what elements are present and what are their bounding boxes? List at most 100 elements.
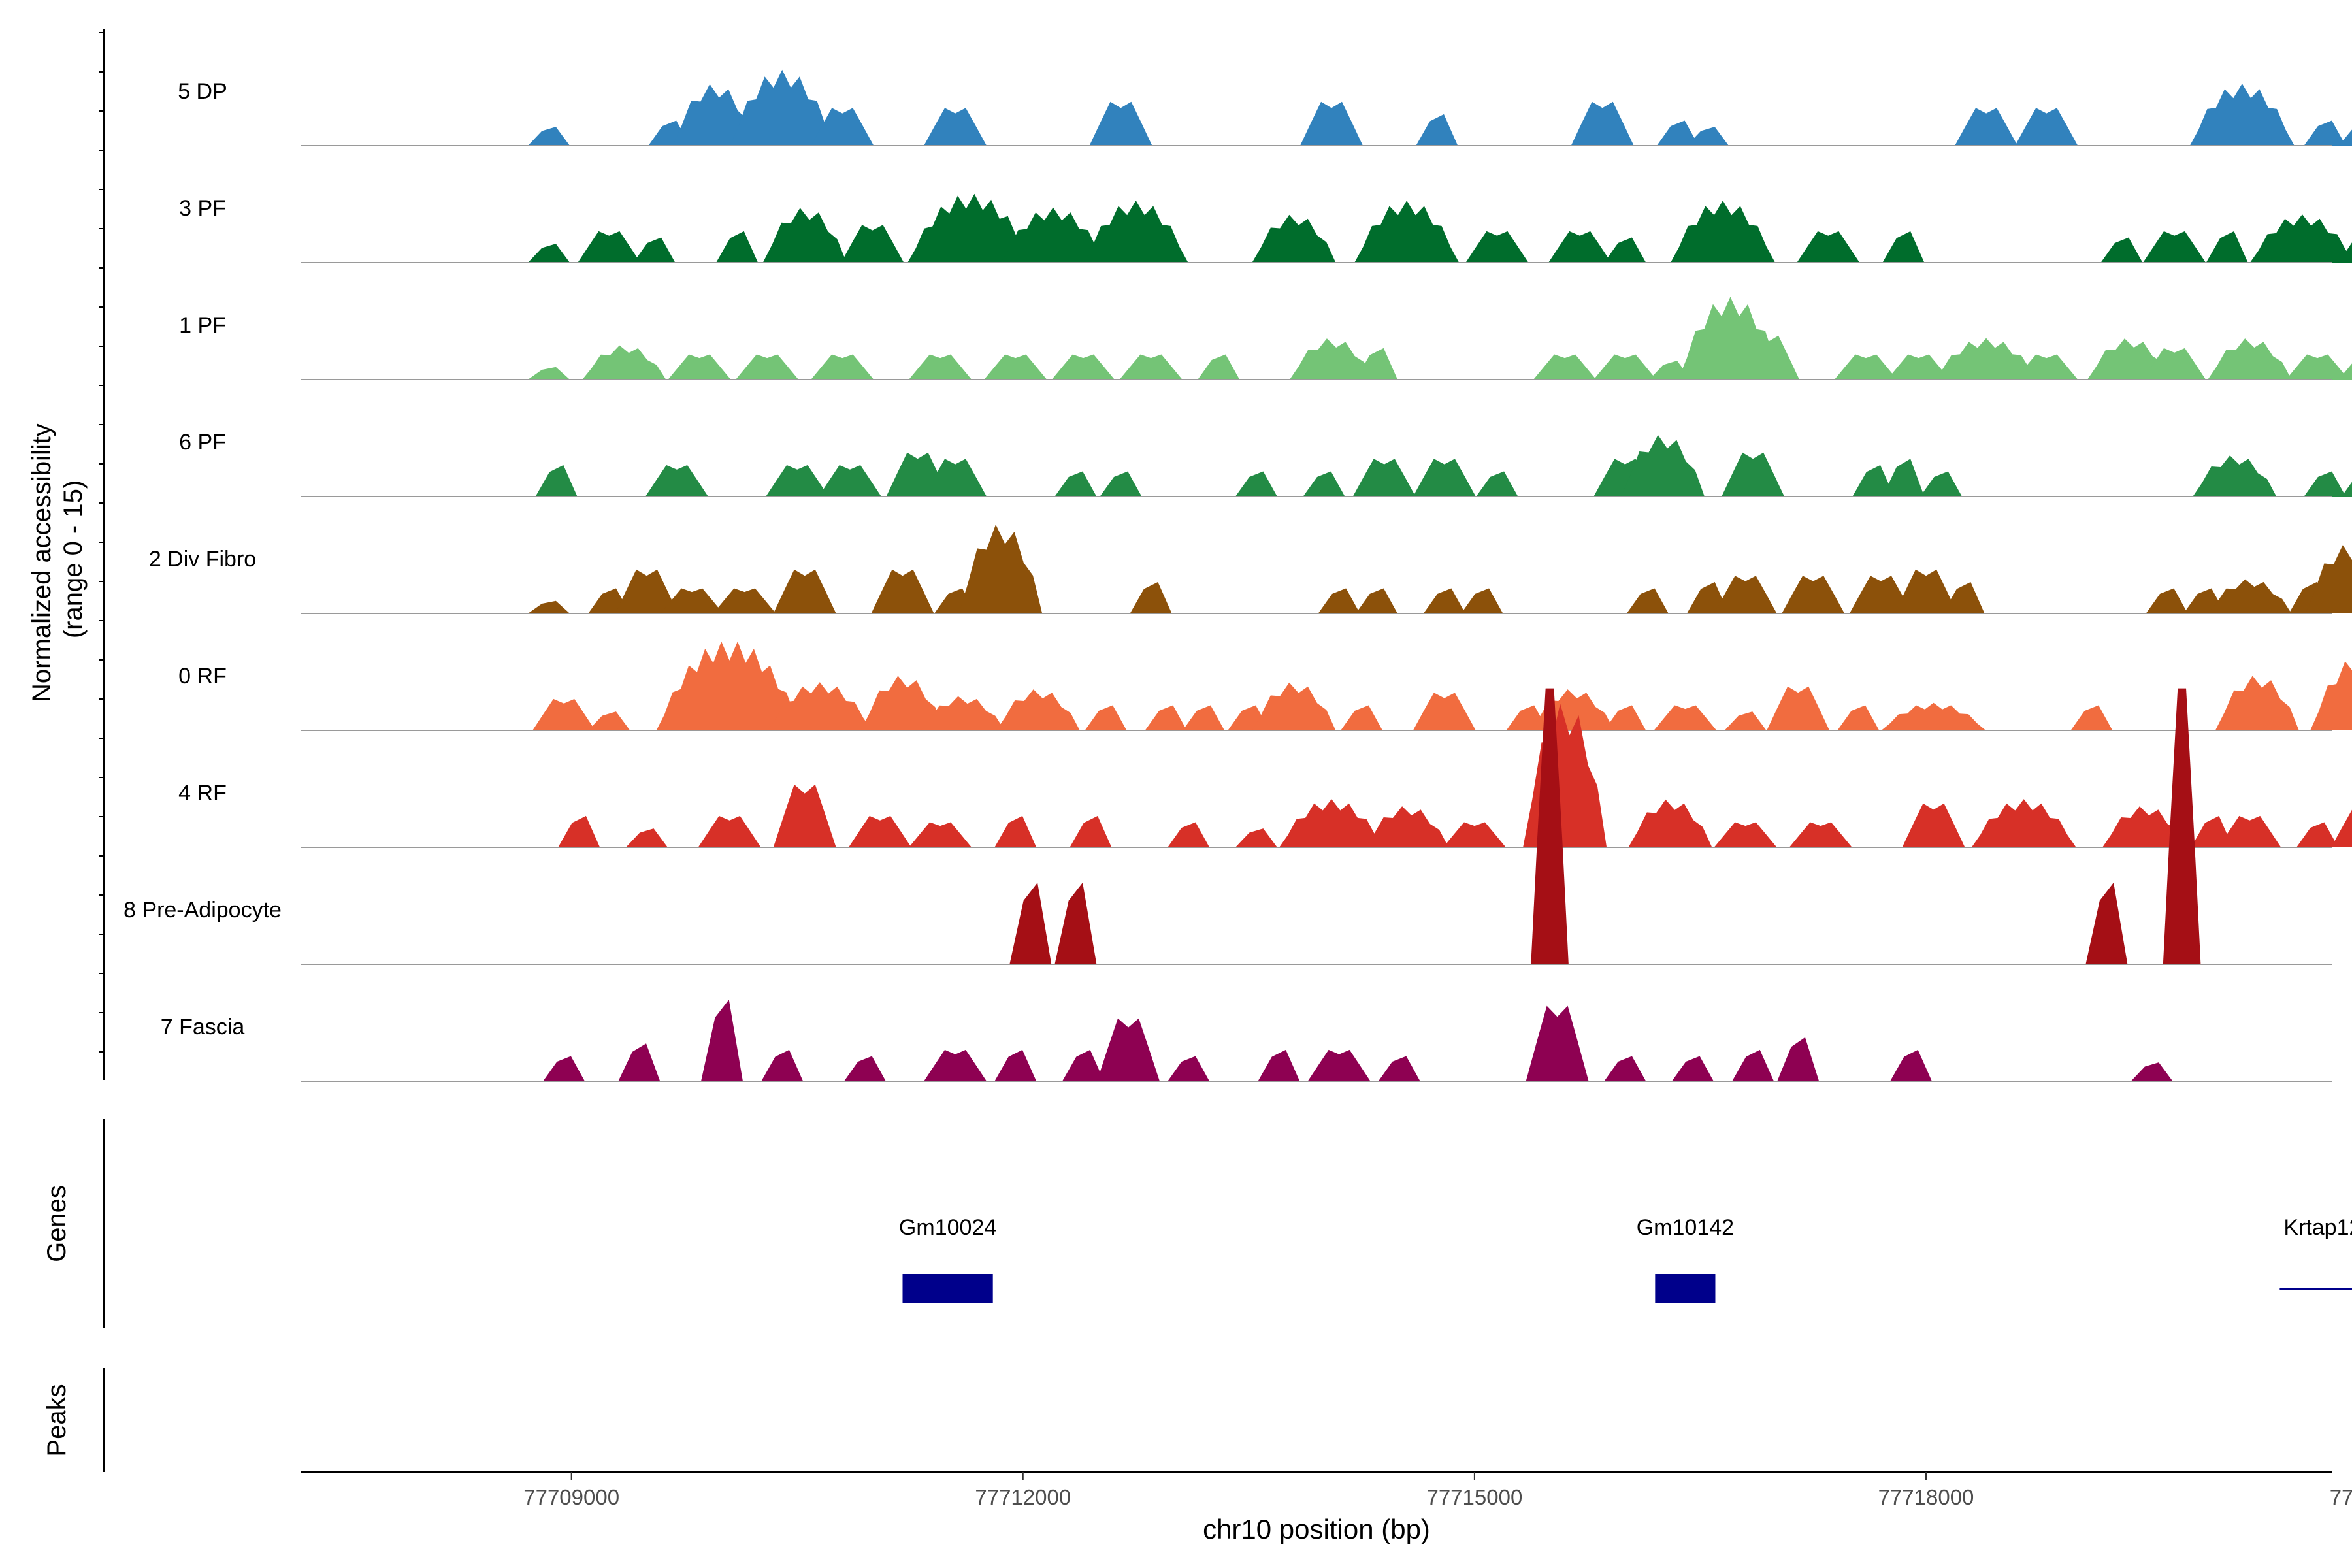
- coverage-peak: [2285, 354, 2349, 380]
- coverage-peak: [2338, 129, 2352, 146]
- coverage-peak: [761, 1049, 804, 1081]
- coverage-peak: [773, 569, 836, 613]
- coverage-peak: [1097, 1018, 1160, 1081]
- coverage-peak: [1100, 471, 1142, 497]
- coverage-peak: [1942, 581, 1985, 613]
- coverage-peak: [2070, 705, 2113, 730]
- coverage-peak: [1198, 354, 1240, 380]
- coverage-peak: [558, 815, 600, 847]
- track-4-rf: 4 RF: [178, 704, 2352, 848]
- track-0-rf: 0 RF: [178, 641, 2352, 731]
- coverage-peak: [1290, 338, 1374, 380]
- coverage-peak: [1777, 1037, 1820, 1081]
- coverage-peak: [1168, 1056, 1210, 1081]
- coverage-peak: [532, 698, 596, 730]
- coverage-peak: [713, 588, 776, 613]
- track-label: 0 RF: [178, 664, 227, 689]
- coverage-peak: [660, 588, 723, 613]
- track-2-div-fibro: 2 Div Fibro: [149, 524, 2352, 614]
- coverage-peak: [1416, 114, 1458, 146]
- coverage-peak: [2146, 588, 2188, 613]
- coverage-peak: [909, 822, 972, 847]
- coverage-peak: [1352, 459, 1416, 497]
- coverage-peak: [698, 815, 761, 847]
- coverage-peak: [1604, 705, 1646, 730]
- coverage-peak: [1119, 354, 1183, 380]
- coverage-peak: [921, 696, 1005, 730]
- coverage-peak: [909, 354, 972, 380]
- coverage-peak: [2342, 482, 2352, 497]
- coverage-peak: [2015, 108, 2078, 146]
- coverage-peak: [1279, 799, 1384, 847]
- coverage-peak: [1083, 201, 1188, 263]
- coverage-peak: [1837, 705, 1880, 730]
- coverage-peak: [2306, 545, 2352, 613]
- coverage-peak: [1307, 1049, 1371, 1081]
- genes-panel: Genes Gm10024 Gm10142 Krtap12-1: [42, 1119, 2352, 1328]
- coverage-peak: [1797, 231, 1860, 263]
- track-label: 1 PF: [179, 313, 226, 338]
- track-label: 4 RF: [178, 781, 227, 806]
- track-3-pf: 3 PF: [179, 193, 2352, 263]
- coverage-peak: [2331, 809, 2352, 847]
- coverage-peak: [1548, 231, 1612, 263]
- x-axis-group: 77709000 77712000 77715000 77718000 77721000…: [301, 1471, 2352, 1544]
- coverage-peak: [762, 208, 847, 263]
- gene-krtap12-1: Krtap12-1: [2279, 1215, 2352, 1290]
- coverage-peak: [1051, 354, 1115, 380]
- coverage-peak: [1902, 803, 1965, 847]
- x-tick-label: 77721000: [2330, 1485, 2352, 1509]
- coverage-peak: [2338, 242, 2352, 263]
- coverage-peak: [1722, 452, 1785, 497]
- y-axis-label-line2: (range 0 - 15): [59, 480, 88, 638]
- coverage-peak: [1413, 459, 1476, 497]
- coverage-peak: [1252, 682, 1336, 730]
- peaks-side-label: Peaks: [42, 1384, 71, 1456]
- coverage-peak: [543, 1056, 585, 1081]
- coverage-peak: [1070, 815, 1112, 847]
- track-7-fascia: 7 Fascia: [161, 1000, 2332, 1082]
- coverage-peak: [1235, 828, 1277, 847]
- coverage-peak: [2191, 815, 2233, 847]
- coverage-peak: [1593, 354, 1657, 380]
- coverage-peak: [1852, 465, 1895, 497]
- x-axis-label: chr10 position (bp): [1203, 1514, 1430, 1544]
- coverage-peak: [1130, 581, 1172, 613]
- coverage-peak: [818, 465, 881, 497]
- coverage-peak: [2249, 214, 2352, 263]
- coverage-peak: [994, 815, 1037, 847]
- gene-label: Krtap12-1: [2283, 1215, 2352, 1240]
- y-axis-label: Normalized accessibility (range 0 - 15): [27, 416, 88, 702]
- gene-gm10142: Gm10142: [1637, 1215, 1734, 1303]
- coverage-peak: [958, 524, 1043, 613]
- coverage-peak: [1354, 201, 1460, 263]
- coverage-peak: [1300, 101, 1364, 146]
- coverage-peak: [1724, 711, 1767, 730]
- coverage-peak: [1085, 705, 1127, 730]
- coverage-peak: [924, 1049, 987, 1081]
- genes-side-label: Genes: [42, 1185, 71, 1262]
- coverage-peak: [1789, 822, 1852, 847]
- track-label: 8 Pre-Adipocyte: [123, 898, 282, 923]
- coverage-peak: [1145, 705, 1187, 730]
- coverage-peak: [716, 231, 759, 263]
- x-tick-label: 77715000: [1426, 1485, 1522, 1509]
- coverage-peak: [645, 465, 708, 497]
- coverage-peak: [1183, 705, 1225, 730]
- coverage-peak: [2131, 1062, 2173, 1081]
- coverage-peak: [1671, 1056, 1714, 1081]
- track-6-pf: 6 PF: [179, 430, 2352, 497]
- coverage-peak: [588, 711, 630, 730]
- coverage-peak: [2193, 455, 2277, 497]
- gene-gm10024: Gm10024: [899, 1215, 996, 1303]
- coverage-peak: [1882, 231, 1925, 263]
- gene-exon-box: [1655, 1274, 1716, 1303]
- coverage-peak: [1714, 822, 1777, 847]
- track-label: 7 Fascia: [161, 1015, 245, 1039]
- coverage-peak: [841, 225, 904, 263]
- coverage-peak: [1604, 237, 1646, 263]
- coverage-peak: [1531, 688, 1569, 964]
- coverage-peak: [1476, 471, 1518, 497]
- coverage-peak: [736, 354, 799, 380]
- coverage-peak: [578, 231, 641, 263]
